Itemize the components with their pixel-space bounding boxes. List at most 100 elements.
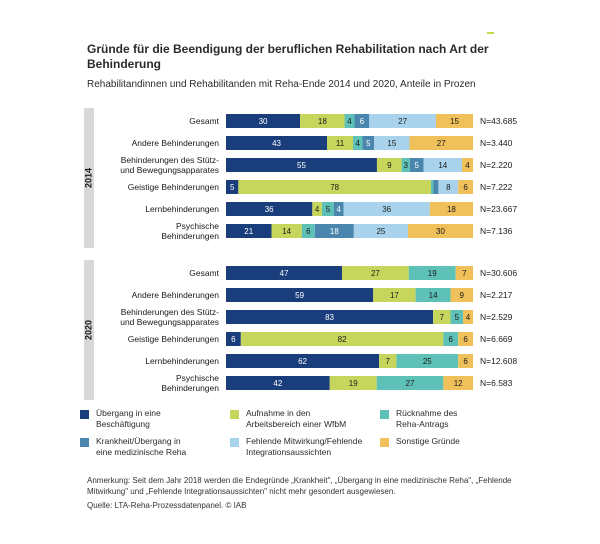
legend-item: Rücknahme des Reha-Antrags xyxy=(380,408,457,430)
legend-swatch xyxy=(230,410,239,419)
data-label: 6 xyxy=(306,227,311,236)
legend-item: Aufnahme in den Arbeitsbereich einer WfbM xyxy=(230,408,346,430)
chart-subtitle: Rehabilitandinnen und Rehabilitanden mit… xyxy=(87,79,476,90)
data-label: 14 xyxy=(282,227,291,236)
data-label: 6 xyxy=(360,117,365,126)
n-label: N=3.440 xyxy=(480,138,513,148)
bar-segment xyxy=(314,224,354,238)
bar-segment xyxy=(226,158,377,172)
data-label: 7 xyxy=(462,269,467,278)
year-label: 2020 xyxy=(83,320,93,340)
data-label: 82 xyxy=(338,335,347,344)
year-band xyxy=(84,108,94,248)
data-label: 15 xyxy=(450,117,459,126)
bar-segment xyxy=(226,332,241,346)
n-label: N=7.222 xyxy=(480,182,513,192)
n-label: N=43.685 xyxy=(480,116,517,126)
data-label: 3 xyxy=(404,161,409,170)
data-label: 30 xyxy=(259,117,268,126)
data-label: 4 xyxy=(336,205,341,214)
category-label: Andere Behinderungen xyxy=(132,138,220,148)
bar-segment xyxy=(226,114,301,128)
data-label: 6 xyxy=(231,335,236,344)
data-label: 14 xyxy=(429,291,438,300)
legend-label: Krankheit/Übergang in eine medizinische R… xyxy=(96,436,187,457)
legend-swatch xyxy=(380,410,389,419)
bar-segment xyxy=(362,136,375,150)
data-label: 18 xyxy=(318,117,327,126)
bar-segment xyxy=(455,266,473,280)
data-label: 5 xyxy=(366,139,371,148)
legend-item: Übergang in eine Beschäftigung xyxy=(80,408,161,430)
chart-title: Gründe für die Beendigung der berufliche… xyxy=(87,42,489,71)
bar-segment xyxy=(435,114,473,128)
bar-segment xyxy=(433,180,439,194)
bar-segment xyxy=(458,354,473,368)
legend-label: Übergang in eine Beschäftigung xyxy=(96,408,161,429)
category-label: Gesamt xyxy=(189,268,219,278)
bar-segment xyxy=(312,202,322,216)
category-label: Behinderungen des Stütz- xyxy=(121,155,219,165)
legend-swatch xyxy=(80,438,89,447)
legend-label: Aufnahme in den Arbeitsbereich einer WfbM xyxy=(246,408,347,429)
data-label: 9 xyxy=(387,161,392,170)
n-label: N=7.136 xyxy=(480,226,513,236)
n-label: N=30.606 xyxy=(480,268,517,278)
legend-swatch xyxy=(230,438,239,447)
bar-segment xyxy=(443,376,473,390)
data-label: 5 xyxy=(230,183,235,192)
category-label: Behinderungen xyxy=(161,231,219,241)
data-label: 27 xyxy=(398,117,407,126)
data-label: 8 xyxy=(446,183,451,192)
legend-label: Rücknahme des Reha-Antrags xyxy=(396,408,458,429)
bar-segment xyxy=(226,376,330,390)
accent-mark xyxy=(487,32,494,34)
n-label: N=2.220 xyxy=(480,160,513,170)
year-label: 2014 xyxy=(83,168,93,188)
data-label: 55 xyxy=(297,161,306,170)
bar-segment xyxy=(450,310,464,324)
legend-item: Krankheit/Übergang in eine medizinische R… xyxy=(80,436,186,458)
bar-segment xyxy=(463,310,473,324)
legend-item: Sonstige Gründe xyxy=(380,436,460,447)
data-label: 4 xyxy=(347,117,352,126)
data-label: 15 xyxy=(387,139,396,148)
bar-segment xyxy=(226,354,380,368)
data-label: 5 xyxy=(455,313,460,322)
category-label: und Bewegungsapparates xyxy=(120,317,219,327)
bar-segment xyxy=(450,288,473,302)
data-label: 12 xyxy=(454,379,463,388)
data-label: 59 xyxy=(295,291,304,300)
data-label: 19 xyxy=(349,379,358,388)
bar-segment xyxy=(438,180,459,194)
bar-segment xyxy=(300,114,345,128)
data-label: 21 xyxy=(244,227,253,236)
bar-segment xyxy=(240,332,444,346)
bar-segment xyxy=(458,332,473,346)
n-label: N=12.608 xyxy=(480,356,517,366)
bar-segment xyxy=(396,354,459,368)
data-label: 27 xyxy=(437,139,446,148)
footnote: Anmerkung: Seit dem Jahr 2018 werden die… xyxy=(87,476,512,496)
bar-segment xyxy=(415,288,451,302)
bar-segment xyxy=(226,266,343,280)
bar-segment xyxy=(401,158,410,172)
category-label: Andere Behinderungen xyxy=(132,290,220,300)
data-label: 27 xyxy=(406,379,415,388)
bar-segment xyxy=(429,202,473,216)
n-label: N=6.583 xyxy=(480,378,513,388)
category-label: und Bewegungsapparates xyxy=(120,165,219,175)
bar-segment xyxy=(343,202,430,216)
bar-segment xyxy=(238,180,432,194)
data-label: 47 xyxy=(280,269,289,278)
bar-segment xyxy=(226,224,272,238)
bar-segment xyxy=(376,158,402,172)
data-label: 36 xyxy=(265,205,274,214)
bar-segment xyxy=(226,288,374,302)
bar-segment xyxy=(408,224,473,238)
bar-segment xyxy=(423,158,463,172)
bar-segment xyxy=(226,202,313,216)
data-label: 17 xyxy=(390,291,399,300)
bar-segment xyxy=(373,288,416,302)
